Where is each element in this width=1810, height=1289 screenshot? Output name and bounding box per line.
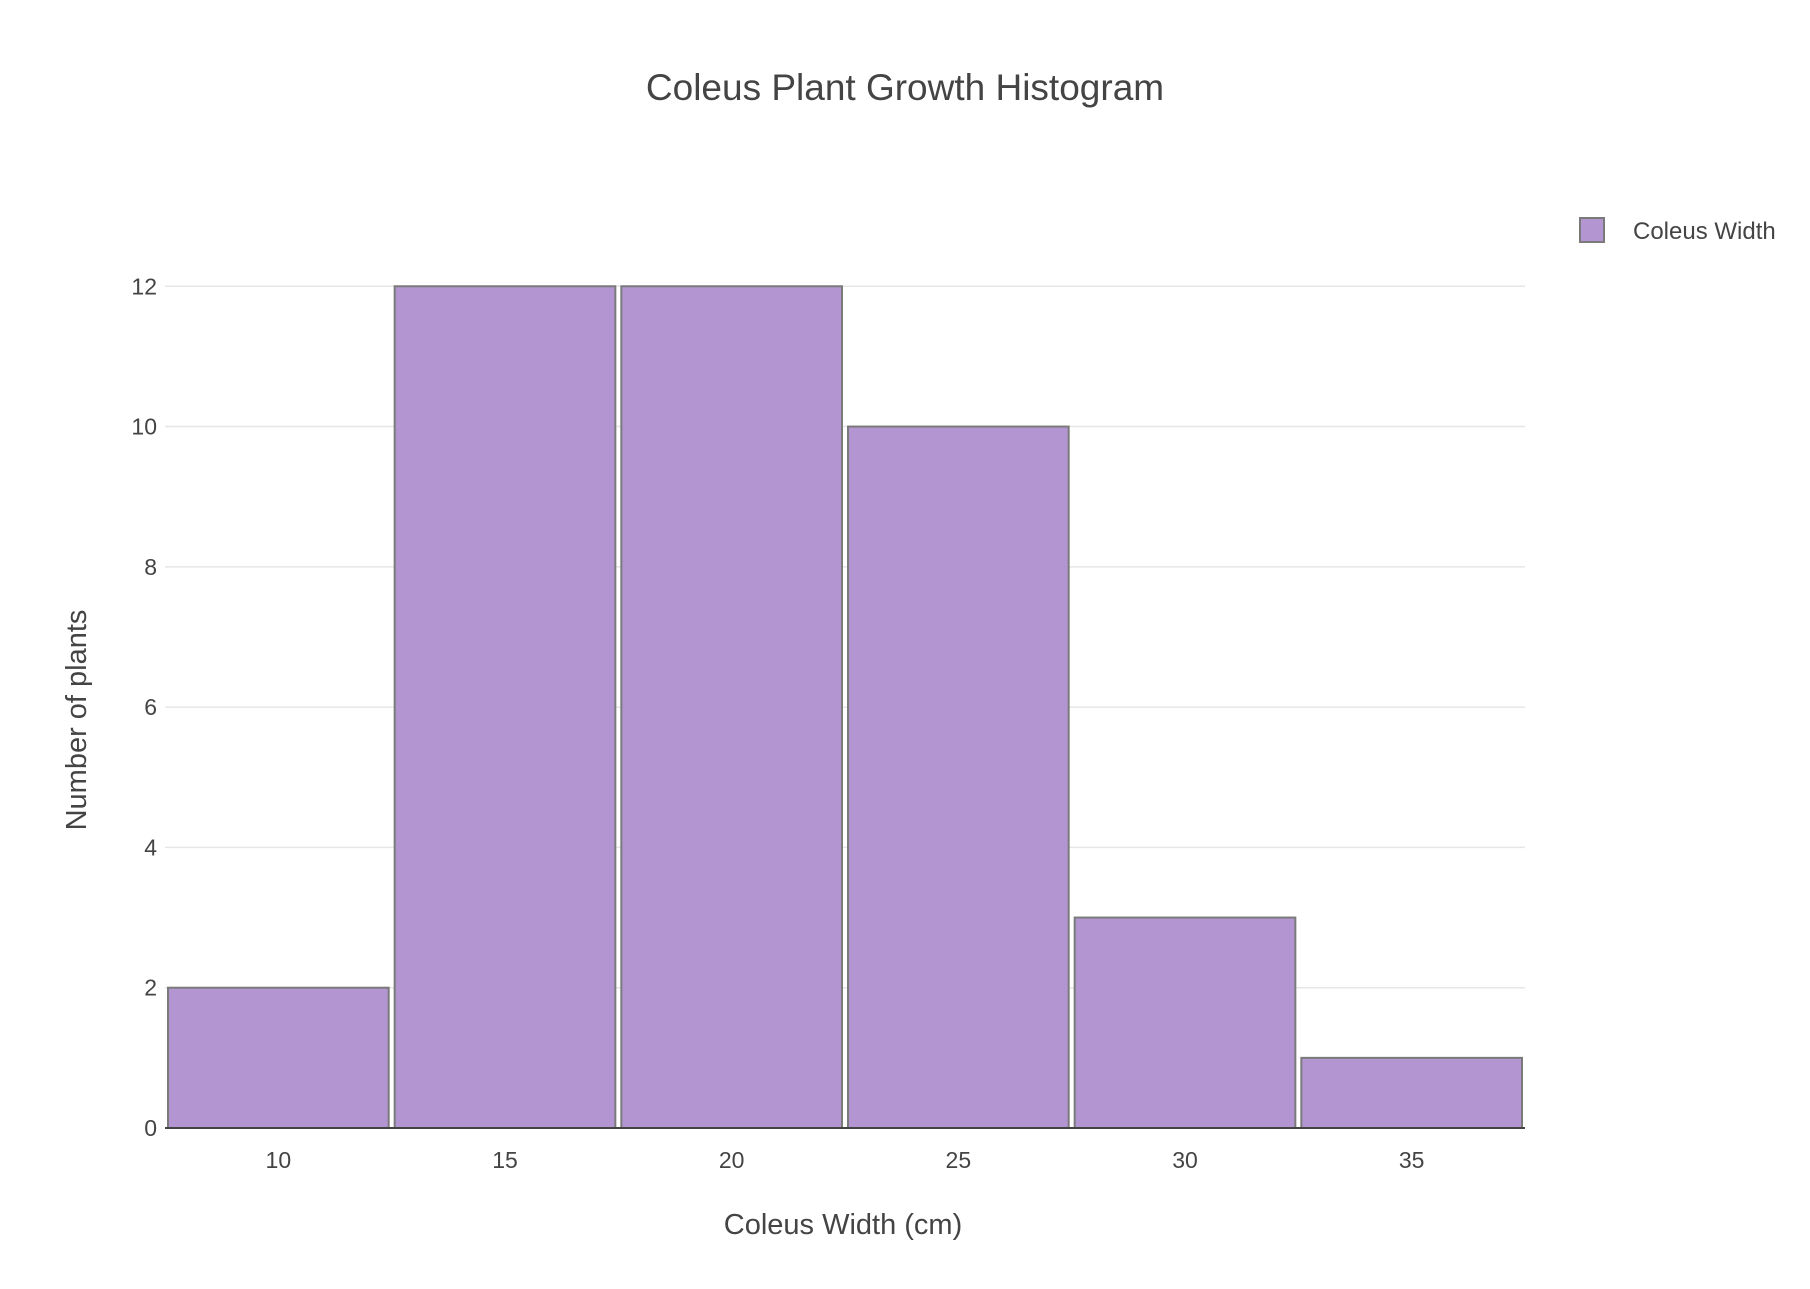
legend-label[interactable]: Coleus Width (1633, 218, 1776, 245)
x-tick-labels: 10 15 20 25 30 35 (266, 1147, 1425, 1173)
y-tick-label: 8 (144, 554, 157, 580)
gridlines (165, 285, 1525, 989)
y-tick-label: 4 (144, 834, 157, 860)
bars (167, 285, 1524, 1130)
x-tick-label: 30 (1172, 1147, 1198, 1173)
x-axis-label: Coleus Width (cm) (724, 1209, 963, 1241)
y-tick-label: 6 (144, 694, 157, 720)
x-tick-label: 10 (266, 1147, 292, 1173)
y-tick-label: 10 (131, 414, 157, 440)
y-axis-label: Number of plants (61, 610, 93, 831)
histogram-bar-25[interactable] (847, 425, 1070, 1129)
histogram-bar-10[interactable] (167, 986, 390, 1129)
chart-title: Coleus Plant Growth Histogram (646, 67, 1164, 108)
x-tick-label: 15 (492, 1147, 518, 1173)
histogram-bar-15[interactable] (393, 285, 617, 1129)
legend-swatch[interactable] (1579, 217, 1605, 243)
y-tick-labels: 0 2 4 6 8 10 12 (131, 273, 157, 1141)
histogram-bar-30[interactable] (1073, 916, 1297, 1130)
histogram-bar-35[interactable] (1300, 1056, 1524, 1130)
legend[interactable]: Coleus Width (1579, 217, 1776, 245)
histogram-bar-20[interactable] (620, 285, 843, 1129)
y-tick-label: 12 (131, 273, 157, 299)
y-tick-label: 0 (144, 1115, 157, 1141)
y-tick-label: 2 (144, 975, 157, 1001)
x-tick-label: 35 (1399, 1147, 1425, 1173)
x-tick-label: 20 (719, 1147, 745, 1173)
x-tick-label: 25 (946, 1147, 972, 1173)
